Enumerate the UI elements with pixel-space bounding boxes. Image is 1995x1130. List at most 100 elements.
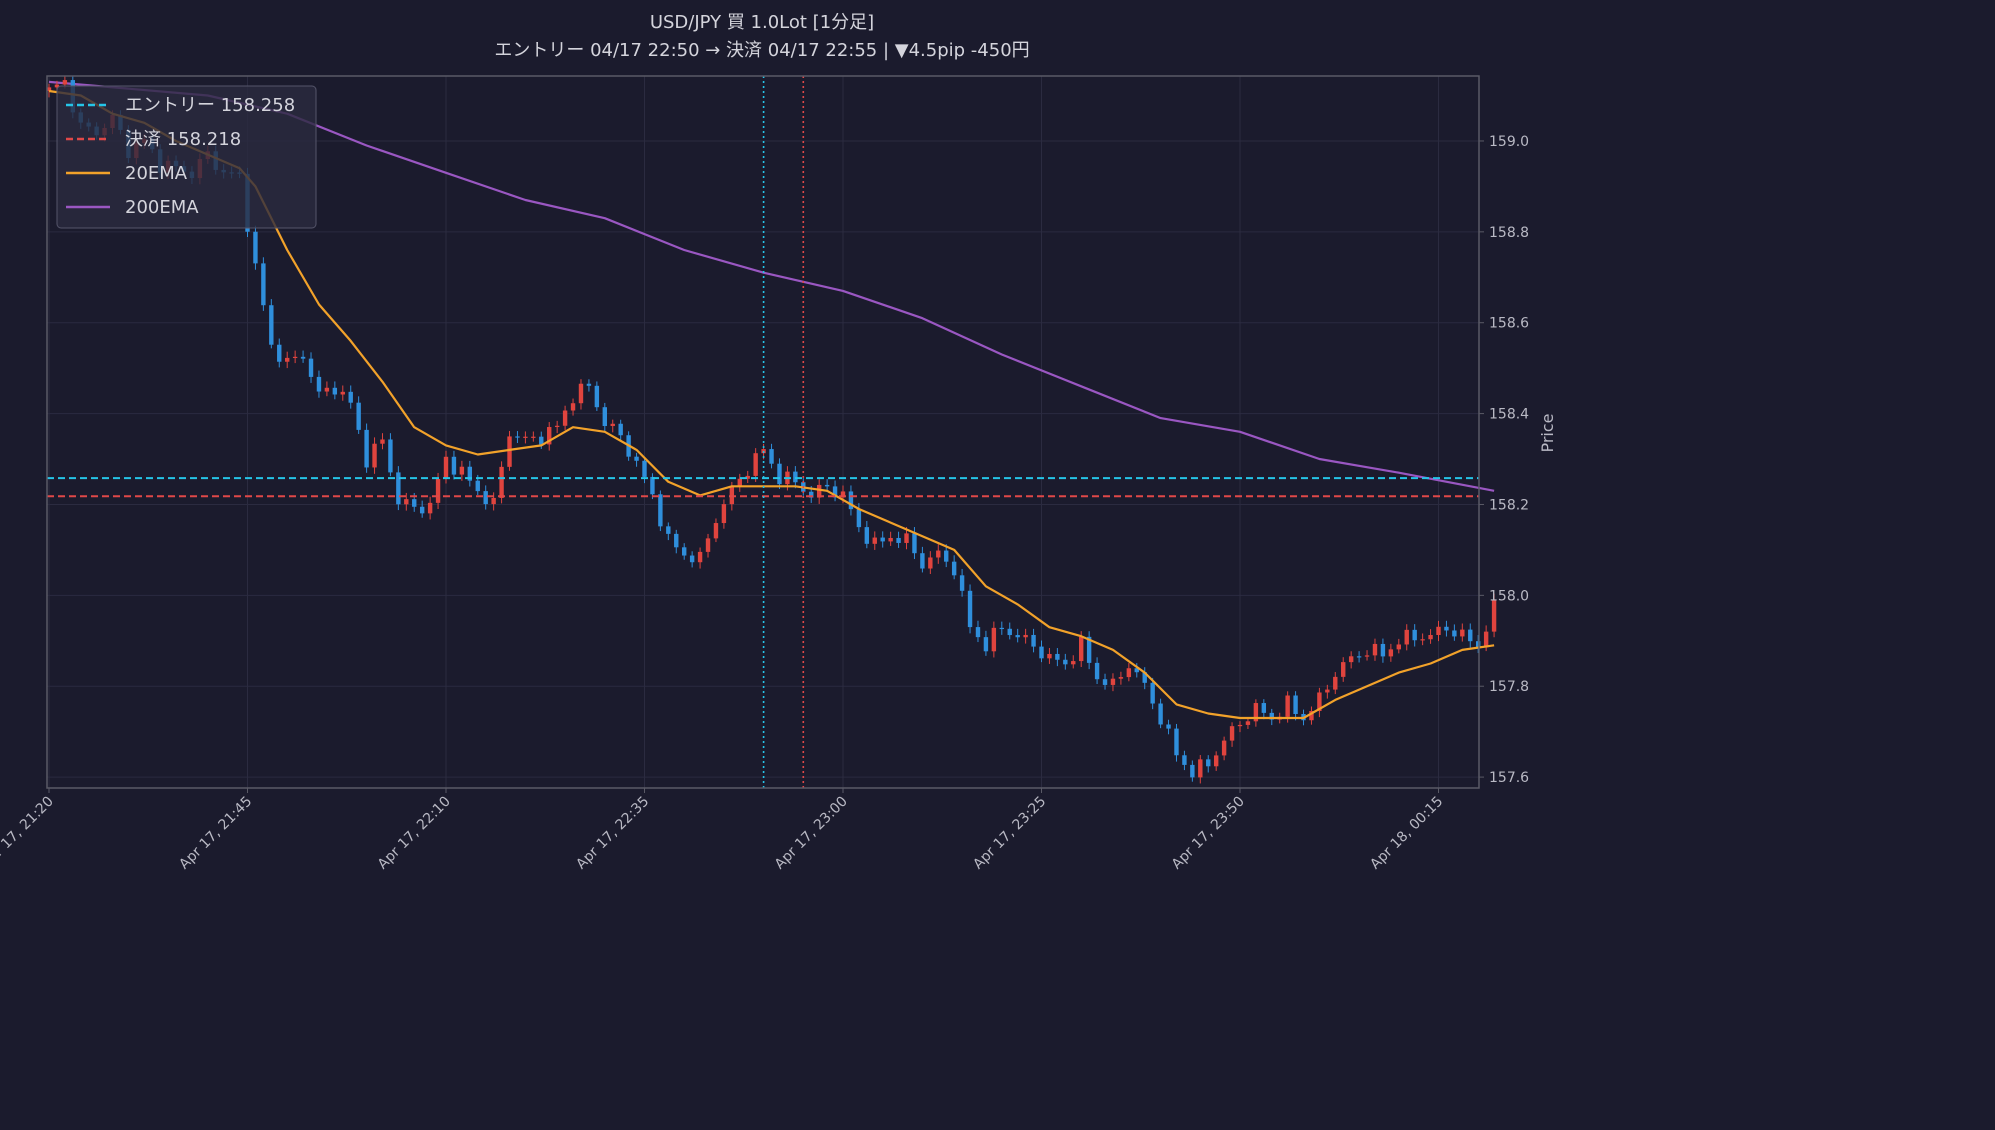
candle-body — [404, 499, 409, 505]
marker-line-layer — [47, 76, 1479, 788]
candle-body — [1229, 726, 1235, 741]
candle-body — [308, 358, 314, 377]
candle-body — [491, 497, 496, 505]
candle-body — [1015, 635, 1020, 638]
candle-body — [499, 466, 504, 498]
candle-body — [777, 463, 782, 485]
candle-body — [316, 376, 322, 392]
y-tick-label: 157.8 — [1489, 679, 1529, 695]
candle-body — [809, 491, 814, 498]
candle-body — [682, 547, 687, 556]
candle-body — [713, 523, 719, 539]
candle-body — [507, 436, 512, 467]
candle-body — [1380, 643, 1386, 657]
candle-body — [745, 475, 750, 479]
chart-title-line1: USD/JPY 買 1.0Lot [1分足] — [650, 12, 874, 33]
candle-body — [1031, 634, 1036, 647]
candle-body — [372, 443, 377, 468]
candle-body — [705, 538, 711, 552]
candle-body — [951, 561, 957, 576]
candle-body — [1341, 662, 1346, 677]
candle-body — [1134, 668, 1139, 673]
candle-body — [515, 436, 520, 438]
candle-body — [547, 427, 552, 445]
candle-body — [1023, 634, 1028, 638]
candle-body — [1356, 656, 1362, 658]
candle-body — [1428, 635, 1433, 640]
candle-body — [1039, 646, 1044, 659]
candle-body — [912, 533, 917, 554]
candle-body — [721, 504, 727, 524]
legend-ema200-label: 200EMA — [125, 197, 199, 218]
candle-body — [396, 472, 401, 505]
candle-body — [1142, 672, 1147, 683]
legend: エントリー 158.258 決済 158.218 20EMA 200EMA — [56, 85, 317, 229]
candle-body — [332, 387, 338, 395]
candle-body — [46, 87, 52, 91]
candle-body — [944, 550, 949, 562]
candle-body — [920, 553, 925, 569]
candle-body — [896, 537, 901, 543]
candle-body — [1468, 629, 1473, 642]
candle-body — [666, 526, 671, 534]
candle-body — [674, 533, 679, 548]
candle-body — [848, 491, 854, 510]
candle-body — [364, 429, 369, 468]
candle-body — [253, 231, 258, 264]
candle-body — [419, 506, 425, 514]
candle-body — [269, 305, 274, 345]
candle-body — [1444, 626, 1449, 631]
candle-body — [697, 551, 703, 563]
candle-body — [1245, 721, 1251, 725]
y-tick-label: 158.0 — [1489, 588, 1529, 604]
candle-body — [1269, 712, 1274, 720]
candle-body — [348, 391, 353, 403]
legend-exit-label: 決済 158.218 — [125, 129, 241, 150]
candle-body — [610, 423, 615, 427]
candle-body — [467, 466, 473, 481]
candle-body — [634, 456, 639, 461]
candle-body — [562, 410, 568, 426]
legend-ema20-label: 20EMA — [125, 163, 188, 184]
candle-body — [769, 449, 774, 464]
candle-body — [356, 402, 361, 430]
candle-body — [618, 423, 623, 436]
candle-body — [1476, 641, 1481, 648]
candle-body — [539, 436, 544, 445]
candle-body — [62, 80, 68, 85]
y-tick-label: 158.2 — [1489, 497, 1529, 513]
candle-body — [1206, 759, 1211, 767]
candle-body — [324, 387, 330, 392]
candle-body — [1071, 661, 1076, 665]
candle-body — [1317, 692, 1322, 712]
y-tick-label: 158.6 — [1489, 316, 1529, 332]
candle-body — [936, 550, 941, 558]
plot-frame — [46, 75, 1480, 789]
candle-body — [380, 439, 385, 444]
candle-body — [1483, 631, 1489, 648]
candle-body — [1372, 643, 1378, 656]
candle-body — [388, 439, 393, 473]
candle-body — [1325, 689, 1330, 693]
candle-body — [1198, 759, 1203, 778]
candle-body — [1150, 682, 1155, 704]
candle-body — [856, 509, 862, 528]
candle-body — [1452, 630, 1457, 637]
candle-body — [1412, 629, 1417, 641]
candle-body — [412, 499, 417, 507]
candle-body — [459, 466, 465, 475]
chart-container: USD/JPY 買 1.0Lot [1分足] エントリー 04/17 22:50… — [0, 12, 1557, 873]
candle-body — [1420, 639, 1425, 641]
candle-body — [689, 555, 695, 563]
candle-body — [1491, 599, 1497, 632]
candle-body — [1166, 724, 1171, 729]
candle-body — [1094, 662, 1100, 680]
candle-body — [1102, 679, 1108, 685]
candle-body — [816, 484, 822, 498]
candle-body — [1213, 755, 1219, 767]
y-tick-label: 158.8 — [1489, 225, 1529, 241]
candle-body — [1333, 676, 1338, 690]
candle-body — [642, 460, 647, 477]
candle-body — [991, 627, 997, 652]
candle-body — [1086, 636, 1092, 663]
